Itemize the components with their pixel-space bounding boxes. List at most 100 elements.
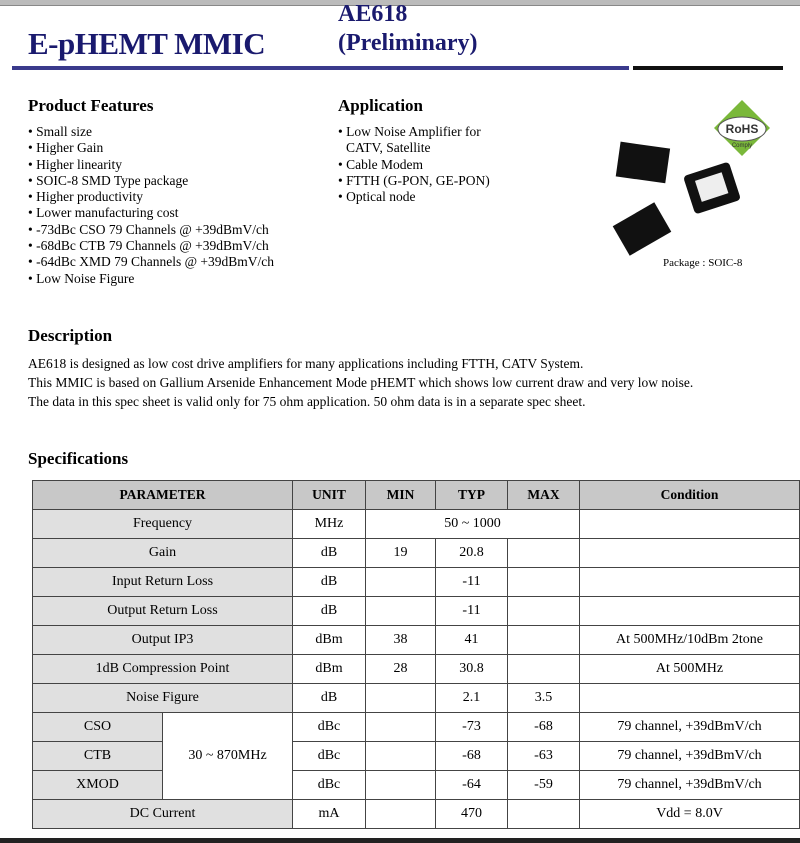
table-row: CSO 30 ~ 870MHz dBc -73 -68 79 channel, +39dB…: [32, 712, 800, 800]
cell-min: [365, 567, 436, 597]
comply-text: Comply: [732, 143, 752, 149]
list-item: -68dBc CTB 79 Channels @ +39dBmV/ch: [28, 238, 274, 254]
table-row: Gain dB 19 20.8: [32, 538, 800, 568]
header-max: MAX: [507, 480, 580, 510]
cell-max: [507, 654, 580, 684]
cell-unit: dBm: [292, 654, 366, 684]
header-rule: [12, 66, 629, 70]
list-item: Lower manufacturing cost: [28, 205, 274, 221]
cell-min: [365, 770, 436, 800]
cell-min: 28: [365, 654, 436, 684]
cell-condition: Vdd = 8.0V: [579, 799, 800, 829]
cell-typ: 2.1: [435, 683, 508, 713]
cell-condition: [579, 567, 800, 597]
cell-parameter: Output Return Loss: [32, 596, 293, 626]
package-image: RoHS Comply: [612, 100, 770, 256]
list-item: Cable Modem: [338, 157, 490, 173]
window-top-bar: [0, 0, 800, 6]
list-item: Optical node: [338, 189, 490, 205]
cell-typ: 30.8: [435, 654, 508, 684]
application-list: Low Noise Amplifier for CATV, Satellite …: [338, 124, 490, 205]
cell-condition: 79 channel, +39dBmV/ch: [579, 770, 800, 800]
table-row: Output IP3 dBm 38 41 At 500MHz/10dBm 2tone: [32, 625, 800, 655]
cell-unit: MHz: [292, 509, 366, 539]
table-row: 1dB Compression Point dBm 28 30.8 At 500MHz: [32, 654, 800, 684]
table-row: DC Current mA 470 Vdd = 8.0V: [32, 799, 800, 829]
cell-min: [365, 741, 436, 771]
cell-condition: [579, 683, 800, 713]
table-row: Input Return Loss dB -11: [32, 567, 800, 597]
list-item: Low Noise Figure: [28, 271, 274, 287]
cell-max: -68: [507, 712, 580, 742]
window-bottom-bar: [0, 838, 800, 843]
list-item: Small size: [28, 124, 274, 140]
application-title: Application: [338, 96, 424, 115]
cell-group: 30 ~ 870MHz: [162, 712, 293, 800]
cell-unit: dBc: [292, 741, 366, 771]
cell-parameter: CTB: [32, 741, 163, 771]
header-unit: UNIT: [292, 480, 366, 510]
rohs-text: RoHS: [726, 122, 759, 136]
cell-max: [507, 567, 580, 597]
list-item: Higher productivity: [28, 189, 274, 205]
cell-max: -63: [507, 741, 580, 771]
cell-max: [507, 625, 580, 655]
part-title: AE618 (Preliminary): [338, 0, 478, 58]
specifications-table: PARAMETER UNIT MIN TYP MAX Condition Fre…: [32, 480, 800, 829]
cell-parameter: Noise Figure: [32, 683, 293, 713]
cell-typ: -11: [435, 567, 508, 597]
cell-parameter: Frequency: [32, 509, 293, 539]
cell-min: [365, 712, 436, 742]
cell-unit: dBm: [292, 625, 366, 655]
cell-condition: [579, 596, 800, 626]
description-title: Description: [28, 326, 113, 345]
list-item: FTTH (G-PON, GE-PON): [338, 173, 490, 189]
cell-condition: 79 channel, +39dBmV/ch: [579, 741, 800, 771]
cell-condition: 79 channel, +39dBmV/ch: [579, 712, 800, 742]
cell-typ: -68: [435, 741, 508, 771]
table-row: XMOD dBc -64 -59 79 channel, +39dBmV/ch: [32, 770, 800, 800]
description-line: The data in this spec sheet is valid onl…: [28, 394, 586, 409]
part-status: (Preliminary): [338, 30, 478, 56]
cell-condition: [579, 538, 800, 568]
cell-parameter: CSO: [32, 712, 163, 742]
cell-min: [365, 799, 436, 829]
cell-unit: dB: [292, 683, 366, 713]
list-item: -64dBc XMD 79 Channels @ +39dBmV/ch: [28, 254, 274, 270]
cell-condition: [579, 509, 800, 539]
cell-parameter: DC Current: [32, 799, 293, 829]
cell-min: 38: [365, 625, 436, 655]
cell-unit: dB: [292, 538, 366, 568]
list-item: Low Noise Amplifier for: [338, 124, 490, 140]
cell-max: 3.5: [507, 683, 580, 713]
cell-max: -59: [507, 770, 580, 800]
cell-min: [365, 596, 436, 626]
rohs-logo: RoHS Comply: [714, 100, 770, 156]
cell-unit: dBc: [292, 770, 366, 800]
cell-min: [365, 683, 436, 713]
cell-typ: -11: [435, 596, 508, 626]
doc-title: E-pHEMT MMIC: [28, 26, 266, 61]
table-row: CTB dBc -68 -63 79 channel, +39dBmV/ch: [32, 741, 800, 771]
list-item: Higher linearity: [28, 157, 274, 173]
list-item: -73dBc CSO 79 Channels @ +39dBmV/ch: [28, 222, 274, 238]
cell-unit: dBc: [292, 712, 366, 742]
cell-condition: At 500MHz: [579, 654, 800, 684]
header-parameter: PARAMETER: [32, 480, 293, 510]
cell-parameter: XMOD: [32, 770, 163, 800]
cell-condition: At 500MHz/10dBm 2tone: [579, 625, 800, 655]
features-list: Small size Higher Gain Higher linearity …: [28, 124, 274, 287]
cell-unit: dB: [292, 596, 366, 626]
header-condition: Condition: [579, 480, 800, 510]
description-line: AE618 is designed as low cost drive ampl…: [28, 356, 584, 371]
description-text: AE618 is designed as low cost drive ampl…: [28, 354, 693, 411]
cell-typ: 470: [435, 799, 508, 829]
package-label: Package : SOIC-8: [663, 257, 743, 269]
cell-parameter: Output IP3: [32, 625, 293, 655]
cell-typ: 41: [435, 625, 508, 655]
list-item: CATV, Satellite: [346, 140, 431, 156]
cell-parameter: Input Return Loss: [32, 567, 293, 597]
cell-parameter: Gain: [32, 538, 293, 568]
cell-unit: mA: [292, 799, 366, 829]
chip-2: [684, 162, 740, 214]
